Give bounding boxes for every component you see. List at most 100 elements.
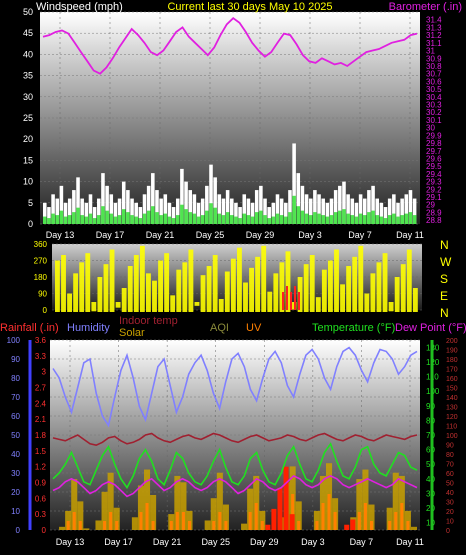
barometer-tick-label: 30.7 — [426, 70, 442, 79]
direction-tick-label: 0 — [43, 306, 48, 315]
wind-average-bar — [288, 212, 292, 224]
uv-bar — [406, 521, 410, 530]
indoor-tick-label: 40 — [446, 490, 454, 497]
direction-mark — [103, 264, 109, 312]
windspeed-bar — [383, 207, 388, 224]
direction-mark — [340, 284, 345, 312]
windspeed-bar — [288, 190, 292, 224]
uv-bar — [139, 512, 143, 530]
rain-tick-label: 1.5 — [35, 447, 47, 456]
barometer-series — [42, 17, 418, 75]
windspeed-bar — [217, 194, 222, 224]
direction-mark — [139, 245, 145, 312]
direction-mark — [121, 288, 127, 312]
wind-average-bar — [300, 210, 305, 224]
barometer-tick-label: 30.3 — [426, 101, 442, 110]
direction-mark — [249, 267, 254, 312]
windspeed-bar — [379, 202, 384, 224]
direction-mark — [127, 266, 133, 312]
barometer-tick-label: 30.2 — [426, 108, 442, 117]
windspeed-bar — [47, 207, 51, 224]
direction-mark — [328, 260, 333, 312]
direction-mark — [158, 260, 163, 312]
windspeed-bar — [130, 198, 134, 224]
windspeed-bar — [254, 190, 259, 224]
rainfall-bar — [277, 487, 283, 530]
wind-average-bar — [358, 213, 363, 224]
windspeed-bar — [151, 173, 155, 224]
barometer-tick-label: 29.2 — [426, 185, 442, 194]
windspeed-bar — [155, 190, 159, 224]
wind-average-bar — [55, 215, 60, 224]
compass-s: S — [440, 272, 448, 286]
windspeed-bar — [205, 185, 209, 224]
uv-bar — [212, 521, 216, 530]
compass-w: W — [440, 255, 452, 269]
windspeed-bar — [146, 185, 151, 224]
uv-bar — [297, 521, 301, 530]
wind-average-bar — [387, 215, 392, 224]
uv-bar — [187, 521, 192, 530]
temperature-line — [52, 442, 418, 490]
solar-bar — [107, 472, 114, 530]
wind-average-bar — [371, 210, 375, 224]
wind-x-tick-label: Day 17 — [96, 230, 125, 240]
barometer-tick-label: 31 — [426, 47, 435, 56]
compass-n-top: N — [440, 238, 449, 252]
uv-bar — [400, 503, 404, 530]
direction-series — [55, 245, 418, 312]
wind-average-bar — [271, 216, 276, 224]
solar-bar — [186, 510, 193, 530]
windspeed-bar — [279, 198, 284, 224]
wind-average-bar — [412, 215, 417, 224]
windspeed-bar — [43, 202, 47, 224]
wind-average-bar — [333, 212, 338, 224]
indoor-tick-label: 140 — [446, 395, 458, 402]
temperature-series-group — [52, 346, 418, 530]
wind-average-bar — [321, 215, 325, 224]
wind-average-bar — [254, 212, 259, 224]
wind-average-bar — [117, 215, 122, 224]
rainfall-bar — [289, 514, 295, 530]
uv-bar — [291, 494, 295, 530]
windspeed-bar — [284, 202, 288, 224]
wind-x-tick-label: Day 25 — [196, 230, 225, 240]
windspeed-bar — [271, 202, 276, 224]
humidity-tick-label: 40 — [11, 450, 20, 459]
barometer-tick-label: 29.1 — [426, 193, 442, 202]
wind-tick-label: 40 — [23, 49, 33, 59]
windspeed-bar — [117, 198, 122, 224]
windspeed-bar — [51, 194, 55, 224]
windspeed-bar — [113, 202, 118, 224]
windspeed-bar — [396, 202, 400, 224]
legend-dew-point: Dew Point (°F) — [395, 322, 466, 334]
windspeed-title: Windspeed (mph) — [36, 1, 123, 13]
rain-tick-label: 0.6 — [35, 494, 47, 503]
rain-tick-label: 2.1 — [35, 415, 47, 424]
temperature-x-tick-label: Day 17 — [104, 537, 133, 547]
wind-tick-label: 10 — [23, 177, 33, 187]
direction-mark — [279, 262, 285, 312]
uv-bar — [169, 521, 173, 530]
humidity-tick-label: 100 — [7, 336, 21, 345]
solar-bar — [241, 523, 248, 530]
direction-mark — [115, 302, 121, 308]
solar-bar — [356, 479, 363, 530]
solar-bar — [410, 526, 417, 530]
barometer-line — [42, 17, 418, 75]
wind-average-bar — [308, 215, 313, 224]
wind-average-bar — [408, 212, 413, 224]
direction-mark — [164, 253, 170, 312]
wind-average-bar — [296, 206, 301, 224]
direction-mark — [230, 258, 236, 312]
indoor-tick-label: 130 — [446, 405, 458, 412]
wind-x-tick-label: Day 7 — [348, 230, 372, 240]
wind-average-bar — [209, 203, 213, 224]
windspeed-bar — [259, 185, 263, 224]
uv-bar — [78, 521, 82, 530]
rain-tick-label: 3.3 — [35, 352, 47, 361]
direction-mark — [382, 253, 388, 312]
wind-average-bar — [130, 215, 134, 224]
solar-bar — [113, 507, 120, 530]
wind-average-bar — [159, 215, 163, 224]
